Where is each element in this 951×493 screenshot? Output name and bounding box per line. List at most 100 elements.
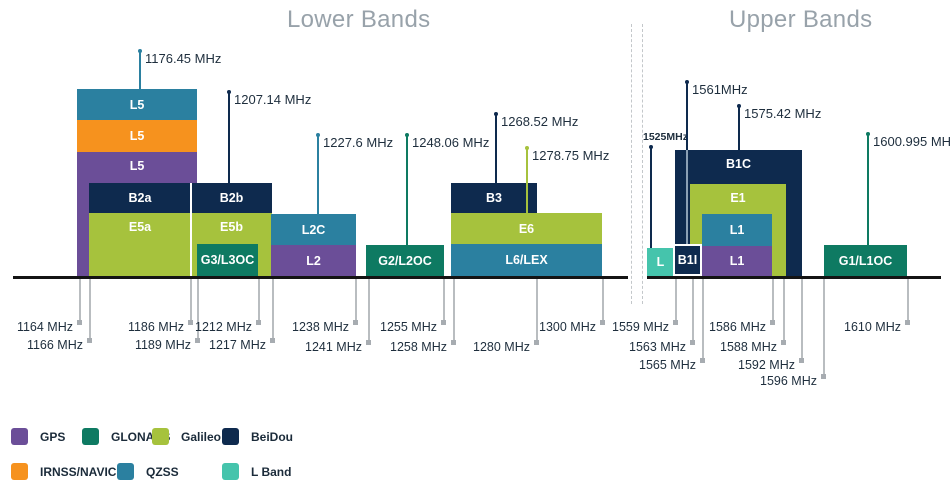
band-label-l-band: L xyxy=(656,255,665,269)
edge-callout-label: 1559 MHz xyxy=(612,320,669,334)
edge-callout-marker xyxy=(689,339,695,345)
freq-callout-label: 1561MHz xyxy=(692,82,748,97)
legend-label: Galileo xyxy=(181,429,222,444)
edge-callout-line xyxy=(258,279,260,322)
frequency-axis-right-segment xyxy=(647,276,941,279)
edge-callout-label: 1592 MHz xyxy=(738,358,795,372)
legend-swatch-galileo xyxy=(152,428,169,445)
freq-callout-marker xyxy=(684,80,689,84)
edge-callout-line xyxy=(453,279,455,342)
edge-callout-marker xyxy=(769,319,775,325)
freq-callout-line xyxy=(738,107,740,150)
freq-callout-line xyxy=(317,136,319,214)
freq-callout-label: 1176.45 MHz xyxy=(145,51,222,66)
edge-callout-marker xyxy=(86,337,92,343)
freq-callout-marker xyxy=(493,112,498,116)
edge-callout-label: 1596 MHz xyxy=(760,374,817,388)
freq-callout-line xyxy=(867,135,869,245)
band-label-g1-l1oc: G1/L1OC xyxy=(838,253,893,268)
band-label-g2-l2oc: G2/L2OC xyxy=(378,253,432,268)
edge-callout-marker xyxy=(820,373,826,379)
legend-swatch-lband xyxy=(222,463,239,480)
edge-callout-marker xyxy=(194,337,200,343)
edge-callout-label: 1166 MHz xyxy=(26,338,83,352)
band-block-b1i: B1I xyxy=(673,244,702,276)
band-label-l1-qzss: L1 xyxy=(729,223,745,237)
freq-callout-line xyxy=(139,52,141,89)
band-block-b2a: B2a xyxy=(89,183,191,213)
freq-callout-line xyxy=(228,93,230,183)
freq-callout-marker xyxy=(226,90,231,94)
freq-callout-label: 1278.75 MHz xyxy=(532,148,610,163)
edge-callout-marker xyxy=(450,339,456,345)
freq-callout-line xyxy=(495,115,497,183)
band-block-l5-irnss: L5 xyxy=(77,120,197,152)
freq-callout-label: 1227.6 MHz xyxy=(323,135,394,150)
freq-callout-marker xyxy=(137,49,142,53)
edge-callout-label: 1280 MHz xyxy=(473,340,530,354)
edge-callout-marker xyxy=(904,319,910,325)
legend-item-beidou: BeiDou xyxy=(222,428,293,445)
band-label-b1c: B1C xyxy=(725,157,751,171)
edge-callout-line xyxy=(443,279,445,322)
band-block-b2b: B2b xyxy=(191,183,272,213)
band-block-l2: L2 xyxy=(271,245,356,276)
edge-callout-line xyxy=(89,279,91,340)
edge-callout-marker xyxy=(352,319,358,325)
freq-callout-marker xyxy=(648,145,653,149)
freq-callout-line xyxy=(526,149,528,213)
edge-callout-marker xyxy=(699,357,705,363)
upper-bands-title: Upper Bands xyxy=(729,6,873,33)
band-label-l2c: L2C xyxy=(301,222,326,237)
edge-callout-label: 1563 MHz xyxy=(629,340,686,354)
edge-callout-label: 1588 MHz xyxy=(720,340,777,354)
legend-label: QZSS xyxy=(146,464,179,479)
band-label-b3: B3 xyxy=(486,191,502,205)
band-separator-line xyxy=(190,183,192,276)
freq-callout-marker xyxy=(524,146,529,150)
legend-item-l-band: L Band xyxy=(222,463,291,480)
edge-callout-line xyxy=(823,279,825,376)
band-block-l2c: L2C xyxy=(271,214,356,245)
legend-item-galileo: Galileo xyxy=(152,428,221,445)
edge-callout-marker xyxy=(187,319,193,325)
freq-callout-line xyxy=(406,136,408,245)
edge-callout-marker xyxy=(599,319,605,325)
band-label-l1-gps: L1 xyxy=(729,254,745,268)
edge-callout-line xyxy=(907,279,909,322)
edge-callout-line xyxy=(783,279,785,342)
band-label-e6: E6 xyxy=(518,221,535,236)
edge-callout-line xyxy=(801,279,803,360)
edge-callout-label: 1189 MHz xyxy=(134,338,191,352)
edge-callout-marker xyxy=(780,339,786,345)
band-label-l5-gps: L5 xyxy=(129,159,145,173)
band-label-l2: L2 xyxy=(306,253,321,268)
freq-callout-label: 1248.06 MHz xyxy=(412,135,490,150)
legend-swatch-beidou xyxy=(222,428,239,445)
edge-callout-label: 1164 MHz xyxy=(16,320,73,334)
band-label-e5b: E5b xyxy=(220,220,243,234)
freq-callout-label: 1600.995 MHz xyxy=(873,134,951,149)
edge-callout-marker xyxy=(76,319,82,325)
edge-callout-marker xyxy=(672,319,678,325)
band-block-e6: E6 xyxy=(451,213,602,244)
edge-callout-label: 1255 MHz xyxy=(380,320,437,334)
band-block-l1-qzss: L1 xyxy=(702,214,772,246)
band-block-l1-gps: L1 xyxy=(702,246,772,276)
legend-item-qzss: QZSS xyxy=(117,463,179,480)
freq-callout-marker xyxy=(315,133,320,137)
freq-callout-line xyxy=(650,148,652,248)
edge-callout-marker xyxy=(365,339,371,345)
edge-callout-line xyxy=(772,279,774,322)
legend-item-gps: GPS xyxy=(11,428,65,445)
band-block-g3-l3oc: G3/L3OC xyxy=(197,244,258,276)
edge-callout-label: 1186 MHz xyxy=(127,320,184,334)
edge-callout-line xyxy=(692,279,694,342)
freq-callout-line-over-block xyxy=(686,150,688,244)
edge-callout-line xyxy=(197,279,199,340)
band-label-l5-irnss: L5 xyxy=(129,129,145,143)
edge-callout-label: 1565 MHz xyxy=(639,358,696,372)
edge-callout-label: 1241 MHz xyxy=(305,340,362,354)
freq-callout-line xyxy=(686,83,688,150)
